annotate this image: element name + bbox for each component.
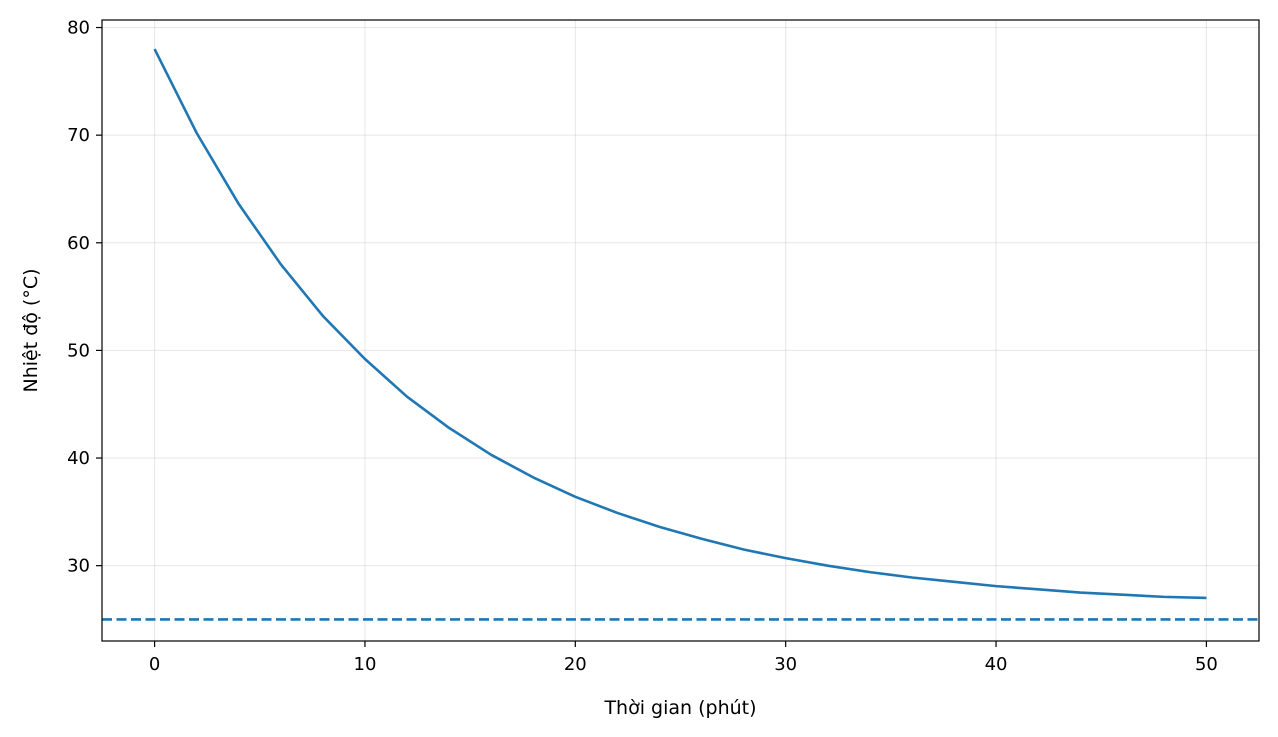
y-tick-label: 40 (67, 448, 90, 469)
x-axis-label: Thời gian (phút) (603, 697, 756, 719)
x-tick-label: 50 (1195, 654, 1218, 675)
x-tick-label: 20 (564, 654, 587, 675)
x-tick-label: 0 (149, 654, 160, 675)
x-tick-label: 40 (985, 654, 1008, 675)
y-tick-label: 50 (67, 340, 90, 361)
x-tick-label: 10 (354, 654, 377, 675)
y-tick-label: 70 (67, 125, 90, 146)
series-layer (102, 48, 1259, 621)
y-axis-ticks: 30 40 50 60 70 80 (67, 18, 102, 577)
x-axis-ticks: 0 10 20 30 40 50 (149, 641, 1218, 675)
grid (102, 20, 1259, 641)
y-tick-label: 30 (67, 556, 90, 577)
y-tick-label: 80 (67, 18, 90, 39)
y-axis-label: Nhiệt độ (°C) (20, 268, 42, 392)
y-tick-label: 60 (67, 233, 90, 254)
cooling-curve-line (153, 48, 1207, 600)
plot-frame (101, 19, 1260, 642)
x-tick-label: 30 (774, 654, 797, 675)
